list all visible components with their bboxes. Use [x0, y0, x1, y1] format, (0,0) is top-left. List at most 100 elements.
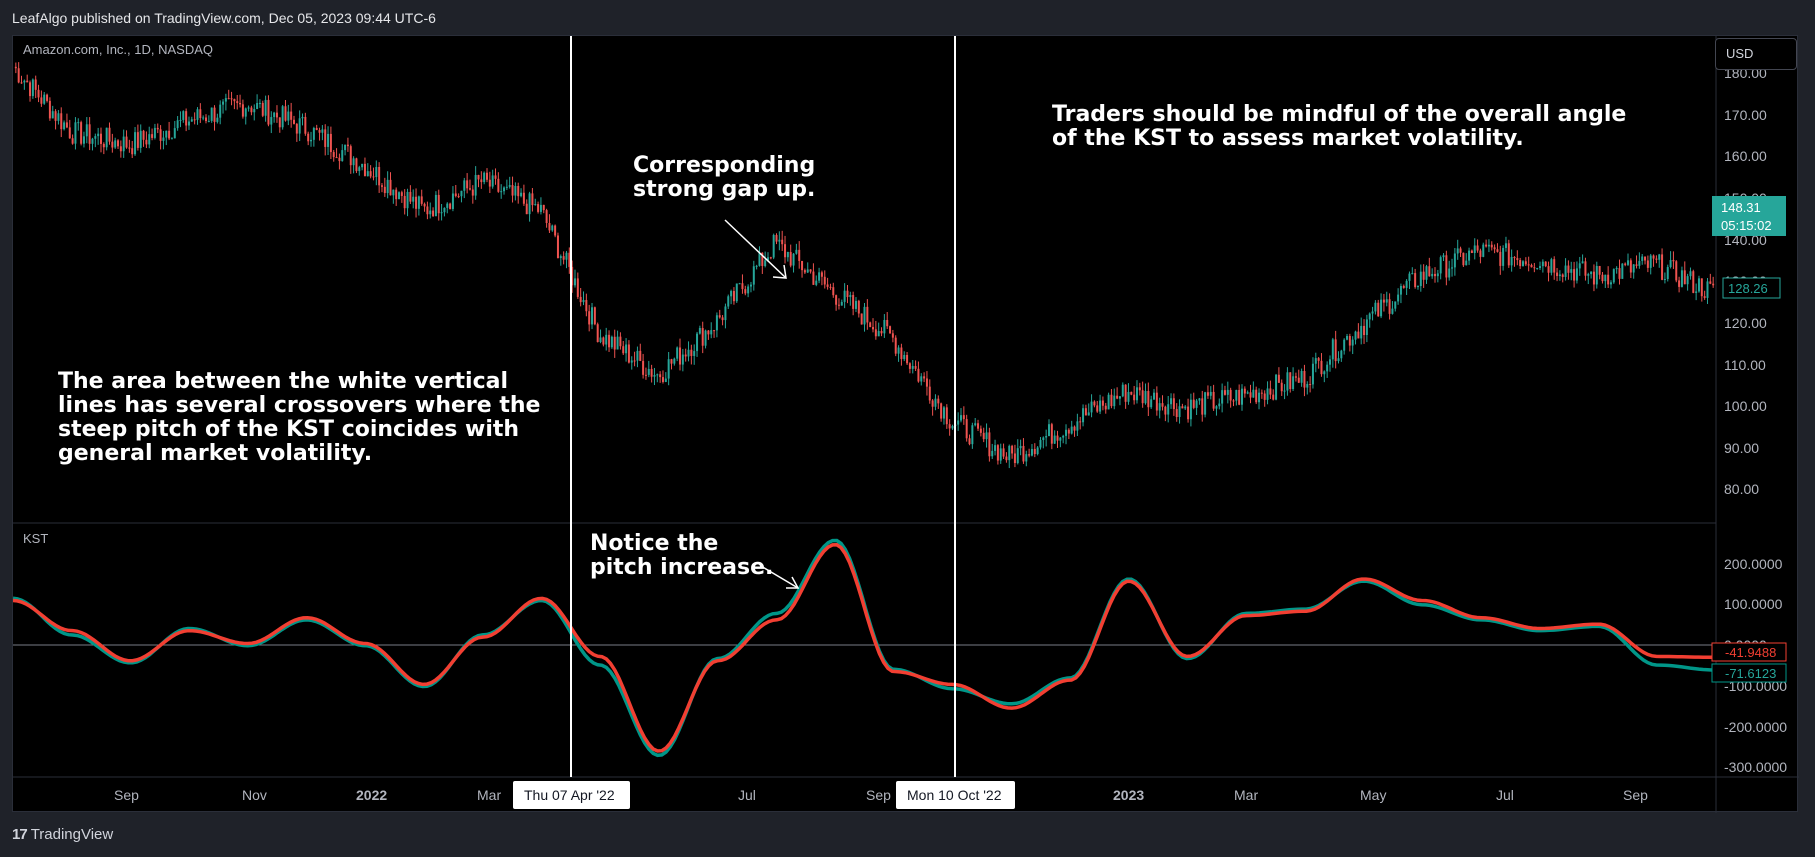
- candle-body: [97, 133, 100, 137]
- candle-body: [275, 112, 278, 118]
- candle-body: [667, 359, 670, 379]
- kst-tick: 100.0000: [1724, 596, 1783, 612]
- gap-annotation-line-2[interactable]: strong gap up.: [633, 177, 815, 202]
- price-candles[interactable]: [14, 62, 1715, 469]
- kst-signal-line-teal[interactable]: [12, 538, 1717, 758]
- candle-body: [701, 328, 704, 346]
- chart-frame[interactable]: Amazon.com, Inc., 1D, NASDAQ KST 180.00 …: [12, 35, 1799, 813]
- candle-body: [653, 374, 656, 377]
- candle-body: [363, 163, 366, 177]
- candle-body: [744, 289, 747, 294]
- candle-body: [267, 99, 270, 125]
- candle-body: [1323, 371, 1326, 375]
- candle-body: [74, 122, 77, 144]
- candle-body: [854, 300, 857, 309]
- candle-body: [1678, 280, 1681, 287]
- last-price-badge: [1712, 196, 1786, 236]
- candle-body: [1607, 274, 1610, 285]
- kst-lines[interactable]: [12, 538, 1717, 758]
- candle-body: [852, 295, 855, 309]
- gap-annotation-line-1[interactable]: Corresponding: [633, 153, 815, 178]
- gap-arrow[interactable]: [724, 219, 787, 279]
- candle-body: [616, 336, 619, 350]
- candle-body: [565, 252, 568, 260]
- candle-body: [940, 403, 943, 419]
- candle-body: [1380, 299, 1383, 317]
- kst-line-red[interactable]: [12, 543, 1716, 753]
- candle-body: [1067, 429, 1070, 434]
- notice-arrow[interactable]: [760, 565, 799, 589]
- last-price-value: 148.31: [1721, 200, 1761, 215]
- candle-body: [415, 196, 418, 209]
- candle-body: [37, 89, 40, 98]
- candle-body: [346, 144, 349, 147]
- candle-body: [994, 445, 997, 451]
- candle-body: [715, 315, 718, 331]
- candle-body: [400, 192, 403, 196]
- candle-body: [1221, 390, 1224, 404]
- candle-body: [1652, 255, 1655, 259]
- candle-body: [673, 358, 676, 364]
- candle-body: [1192, 399, 1195, 408]
- candle-body: [758, 252, 761, 266]
- candle-body: [1700, 278, 1703, 297]
- candle-body: [355, 158, 358, 172]
- candle-body: [829, 286, 832, 288]
- traders-annotation-line-1[interactable]: Traders should be mindful of the overall…: [1052, 102, 1626, 127]
- candle-body: [1655, 258, 1658, 260]
- candle-body: [1485, 244, 1488, 247]
- candle-body: [31, 79, 34, 97]
- footer-brand[interactable]: 17 TradingView: [12, 826, 113, 843]
- candle-body: [1453, 253, 1456, 268]
- candle-body: [1070, 426, 1073, 434]
- candle-body: [778, 239, 781, 242]
- candle-body: [837, 304, 840, 306]
- candle-body: [1036, 447, 1039, 455]
- candle-body: [1405, 280, 1408, 288]
- candle-body: [576, 278, 579, 297]
- chart-svg[interactable]: Amazon.com, Inc., 1D, NASDAQ KST 180.00 …: [12, 36, 1799, 813]
- candle-body: [849, 295, 852, 298]
- candle-body: [480, 179, 483, 183]
- candle-body: [1272, 394, 1275, 400]
- area-annotation-line-2[interactable]: lines has several crossovers where the: [58, 393, 540, 418]
- candle-body: [769, 257, 772, 259]
- notice-annotation-line-2[interactable]: pitch increase.: [590, 555, 773, 580]
- candle-body: [222, 101, 225, 105]
- notice-annotation-line-1[interactable]: Notice the: [590, 531, 718, 556]
- candle-body: [1050, 424, 1053, 444]
- currency-button[interactable]: USD: [1715, 38, 1797, 70]
- candle-body: [571, 266, 574, 286]
- candle-body: [1627, 260, 1630, 265]
- candle-body: [809, 269, 812, 272]
- candle-body: [105, 127, 108, 148]
- candle-body: [48, 100, 51, 119]
- candle-body: [1294, 376, 1297, 378]
- candle-body: [68, 127, 71, 139]
- candle-body: [91, 138, 94, 144]
- traders-annotation-line-2[interactable]: of the KST to assess market volatility.: [1052, 126, 1524, 151]
- candle-body: [1638, 260, 1641, 266]
- candle-body: [82, 136, 85, 144]
- candle-body: [1470, 250, 1473, 253]
- candle-body: [392, 189, 395, 196]
- candle-body: [1005, 456, 1008, 461]
- candle-body: [134, 132, 137, 155]
- candle-body: [179, 119, 182, 121]
- candle-body: [525, 203, 528, 215]
- area-annotation-line-3[interactable]: steep pitch of the KST coincides with: [58, 417, 519, 442]
- time-axis[interactable]: Sep Nov 2022 Mar Jul Sep 2023 Mar May Ju…: [114, 787, 1648, 803]
- candle-body: [1331, 339, 1334, 360]
- candle-body: [383, 186, 386, 194]
- candle-body: [114, 140, 117, 148]
- candle-body: [287, 111, 290, 121]
- candle-body: [1629, 260, 1632, 273]
- area-annotation-line-4[interactable]: general market volatility.: [58, 441, 372, 466]
- candle-body: [1604, 274, 1607, 282]
- candle-body: [102, 143, 105, 148]
- candle-body: [1414, 273, 1417, 288]
- candle-body: [889, 326, 892, 334]
- candle-body: [1624, 263, 1627, 265]
- candle-body: [1309, 384, 1312, 386]
- area-annotation-line-1[interactable]: The area between the white vertical: [58, 369, 508, 394]
